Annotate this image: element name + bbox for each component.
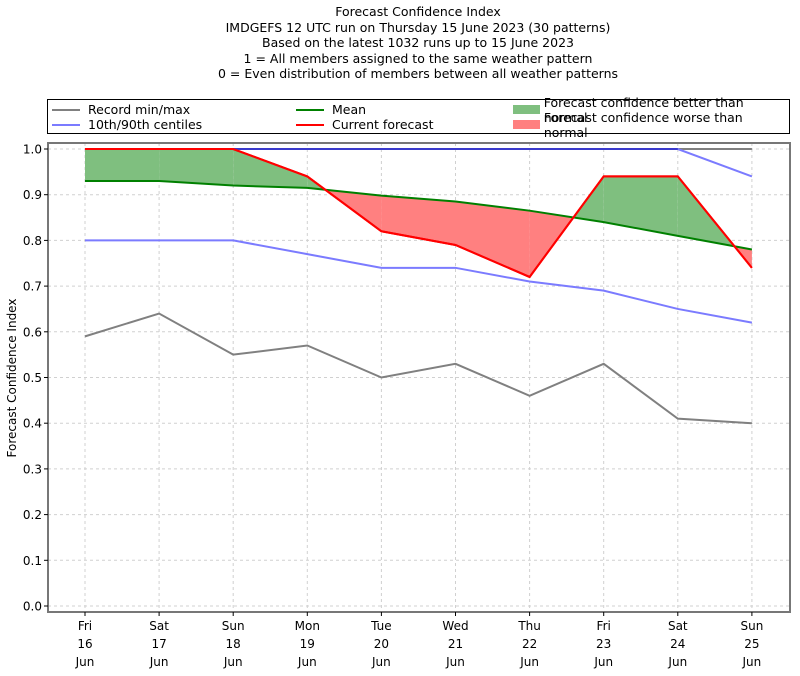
title-line-5: 0 = Even distribution of members between… (217, 66, 619, 82)
fill-worse-than-normal (455, 201, 530, 277)
legend-item-centiles: 10th/90th centiles (52, 117, 202, 132)
x-axis: Fri 16 Jun Sat 17 Jun Sun 18 Jun Mon 19 Jun Tue 20 Jun… (75, 612, 763, 669)
x-tick-label: Jun (445, 655, 465, 669)
legend-swatch-centiles (52, 123, 80, 126)
y-tick-label: 0.6 (23, 325, 42, 339)
x-tick-label: Fri (597, 619, 611, 633)
x-tick-label: 19 (300, 637, 315, 651)
x-tick-label: 21 (448, 637, 463, 651)
x-tick-label: Jun (223, 655, 243, 669)
title-line-1: Forecast Confidence Index (335, 4, 501, 19)
chart-title: Forecast Confidence Index IMDGEFS 12 UTC… (0, 4, 800, 82)
x-tick-label: 20 (374, 637, 389, 651)
series-line-current-forecast-top (85, 148, 753, 279)
legend-label-record: Record min/max (88, 102, 191, 117)
legend-swatch-record (52, 108, 80, 111)
x-tick-label: Wed (442, 619, 468, 633)
series-lines (84, 148, 753, 425)
x-tick-label: Tue (370, 619, 392, 633)
fill-better-than-normal (603, 176, 678, 236)
x-tick-label: Mon (295, 619, 320, 633)
y-tick-label: 0.9 (23, 188, 42, 202)
fill-worse-than-normal (529, 210, 574, 277)
y-tick-label: 0.1 (23, 554, 42, 568)
y-axis: 0.0 0.1 0.2 0.3 0.4 0.5 0.6 0.7 0.8 0.9 1.0 (23, 143, 48, 614)
x-tick-label: 24 (670, 637, 685, 651)
y-tick-label: 0.2 (23, 508, 42, 522)
fill-better-than-normal (233, 149, 308, 188)
title-line-2: IMDGEFS 12 UTC run on Thursday 15 June 2… (225, 19, 611, 35)
y-tick-label: 0.3 (23, 462, 42, 476)
legend: Record min/max 10th/90th centiles Mean C… (47, 95, 790, 140)
x-tick-label: Thu (517, 619, 541, 633)
x-tick-label: Fri (78, 619, 92, 633)
x-tick-label: Sat (149, 619, 169, 633)
title-line-3: Based on the latest 1032 runs up to 15 J… (262, 35, 574, 51)
series-line-mean (85, 179, 753, 251)
x-tick-label: 25 (744, 637, 759, 651)
x-tick-label: Jun (371, 655, 391, 669)
x-tick-label: Jun (75, 655, 95, 669)
legend-swatch-current (296, 123, 324, 126)
x-tick-label: 18 (226, 637, 241, 651)
legend-label-centiles: 10th/90th centiles (88, 117, 203, 132)
x-tick-label: Jun (519, 655, 539, 669)
series-line-10th-centile (85, 239, 753, 324)
x-tick-label: 22 (522, 637, 537, 651)
legend-item-mean: Mean (296, 102, 366, 117)
fill-areas (85, 149, 752, 277)
x-tick-label: Jun (149, 655, 169, 669)
y-tick-label: 1.0 (23, 143, 42, 157)
y-tick-label: 0.7 (23, 280, 42, 294)
legend-label-worse: Forecast confidence worse than normal (543, 109, 743, 140)
y-tick-label: 0.0 (23, 600, 42, 614)
legend-item-worse: Forecast confidence worse than normal (513, 110, 789, 140)
series-line-record-min (84, 312, 752, 425)
x-tick-label: Jun (667, 655, 687, 669)
y-tick-label: 0.8 (23, 234, 42, 248)
x-tick-label: 16 (77, 637, 92, 651)
legend-swatch-worse (513, 120, 540, 129)
y-tick-label: 0.4 (23, 417, 42, 431)
legend-label-better: Forecast confidence better than normal (543, 94, 744, 125)
x-tick-label: 23 (596, 637, 611, 651)
title-line-4: 1 = All members assigned to the same wea… (243, 50, 593, 66)
legend-swatch-mean (296, 108, 324, 111)
legend-item-record: Record min/max (52, 102, 190, 117)
x-tick-label: Sun (222, 619, 245, 633)
y-tick-label: 0.5 (23, 371, 42, 385)
legend-label-current: Current forecast (332, 117, 434, 132)
fill-worse-than-normal (381, 195, 456, 245)
x-tick-label: Sat (668, 619, 688, 633)
fill-better-than-normal (159, 149, 234, 186)
x-tick-label: Sun (740, 619, 763, 633)
legend-label-mean: Mean (332, 102, 367, 117)
x-tick-label: Jun (297, 655, 317, 669)
legend-item-better: Forecast confidence better than normal (513, 95, 789, 125)
fill-better-than-normal (85, 149, 160, 181)
y-axis-label: Forecast Confidence Index (5, 299, 19, 458)
x-tick-label: Jun (742, 655, 762, 669)
x-tick-label: Jun (593, 655, 613, 669)
x-tick-label: 17 (151, 637, 166, 651)
legend-item-current: Current forecast (296, 117, 433, 132)
legend-swatch-better (513, 105, 540, 114)
